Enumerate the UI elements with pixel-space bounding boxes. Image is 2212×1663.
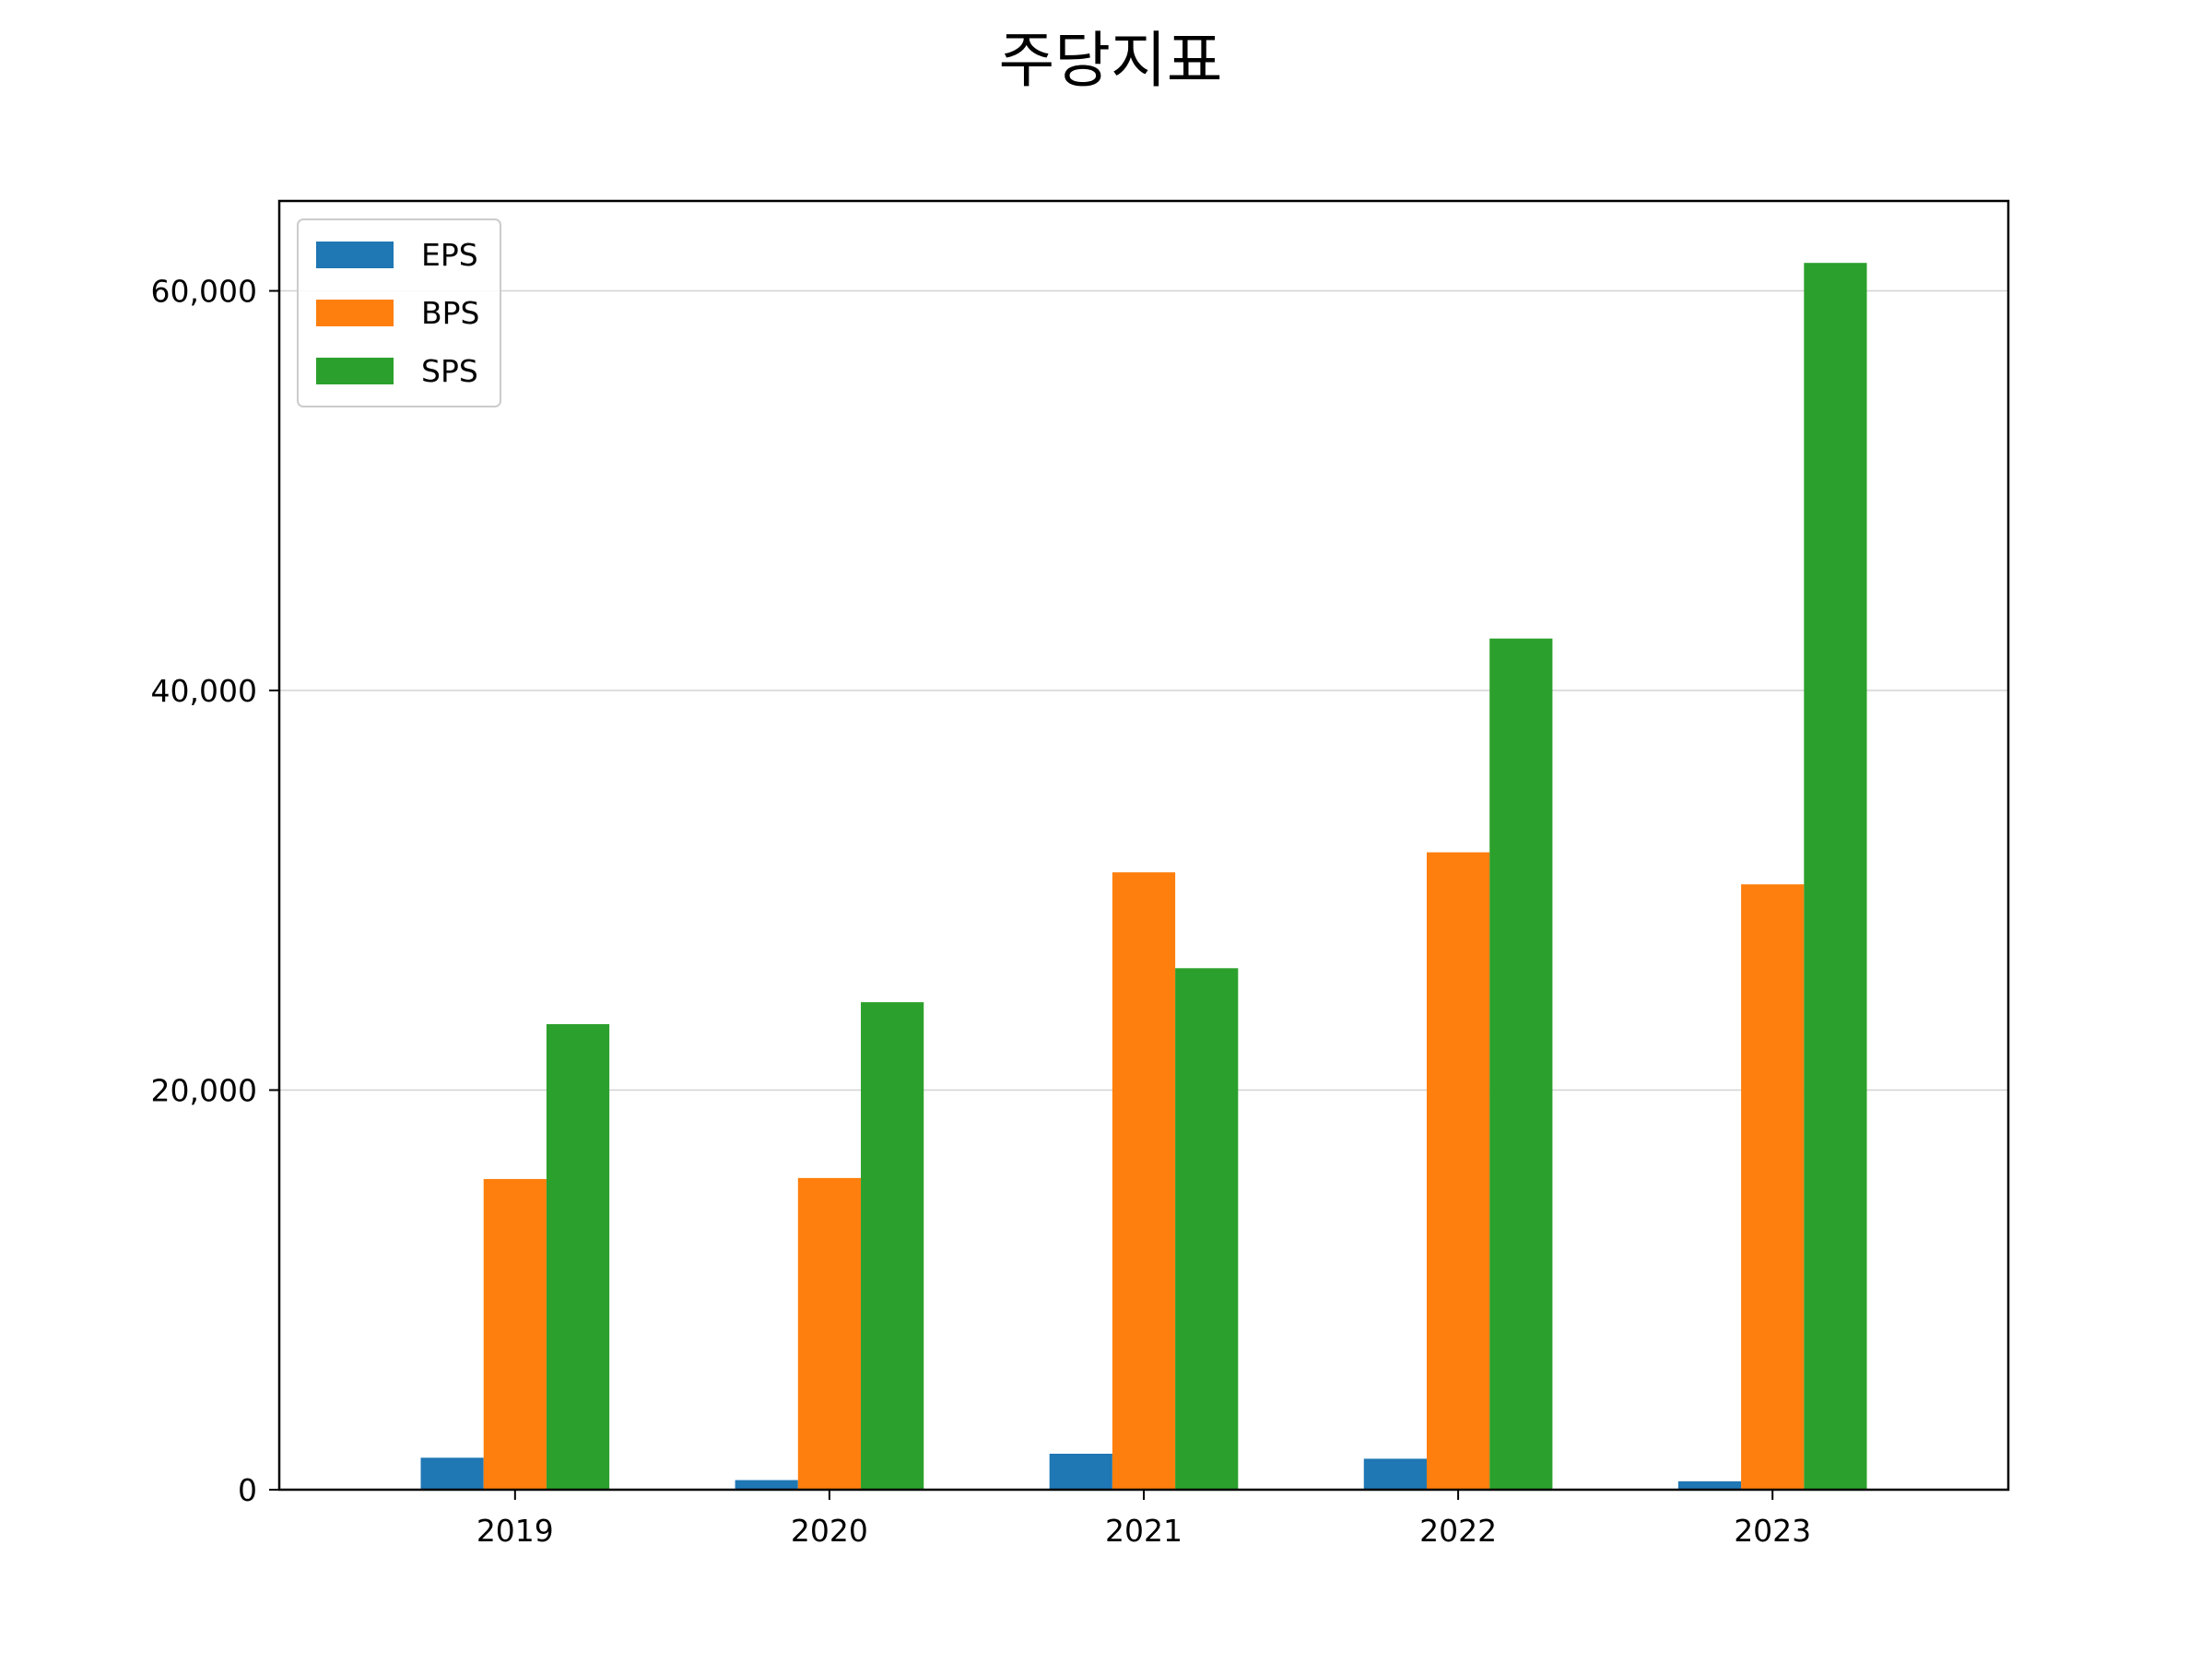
legend-label-eps: EPS (421, 237, 478, 273)
x-tick-label: 2020 (791, 1513, 868, 1549)
legend: EPS BPS SPS (297, 218, 501, 407)
legend-label-sps: SPS (421, 353, 478, 389)
bar-eps-2020 (735, 1480, 798, 1490)
y-tick-label: 40,000 (151, 673, 257, 709)
bar-bps-2022 (1426, 852, 1490, 1490)
chart-title: 주당지표 (999, 25, 1223, 96)
y-axis: 0 20,000 40,000 60,000 (151, 274, 279, 1508)
bar-sps-2021 (1175, 968, 1239, 1490)
y-tick-label: 60,000 (151, 274, 257, 310)
bar-sps-2022 (1489, 638, 1553, 1490)
bar-sps-2020 (861, 1002, 924, 1490)
x-tick-label: 2022 (1419, 1513, 1497, 1549)
bar-bps-2021 (1112, 872, 1176, 1490)
y-tick-label: 0 (238, 1472, 257, 1508)
bar-sps-2019 (546, 1023, 610, 1490)
x-tick-label: 2019 (477, 1513, 554, 1549)
x-axis: 2019 2020 2021 2022 2023 (477, 1490, 1811, 1549)
x-tick-label: 2021 (1105, 1513, 1182, 1549)
bar-eps-2022 (1363, 1458, 1427, 1490)
bar-bps-2019 (483, 1178, 547, 1490)
y-tick-label: 20,000 (151, 1073, 257, 1109)
bars (420, 263, 1867, 1491)
bar-eps-2021 (1049, 1453, 1112, 1490)
bar-sps-2023 (1804, 263, 1867, 1491)
legend-swatch-sps (316, 358, 394, 384)
bar-eps-2023 (1677, 1480, 1742, 1490)
bar-bps-2023 (1741, 884, 1805, 1490)
legend-swatch-bps (316, 300, 394, 326)
bar-bps-2020 (797, 1177, 862, 1490)
legend-label-bps: BPS (421, 295, 480, 331)
bar-eps-2019 (420, 1457, 484, 1490)
x-tick-label: 2023 (1734, 1513, 1811, 1549)
legend-swatch-eps (316, 242, 394, 268)
